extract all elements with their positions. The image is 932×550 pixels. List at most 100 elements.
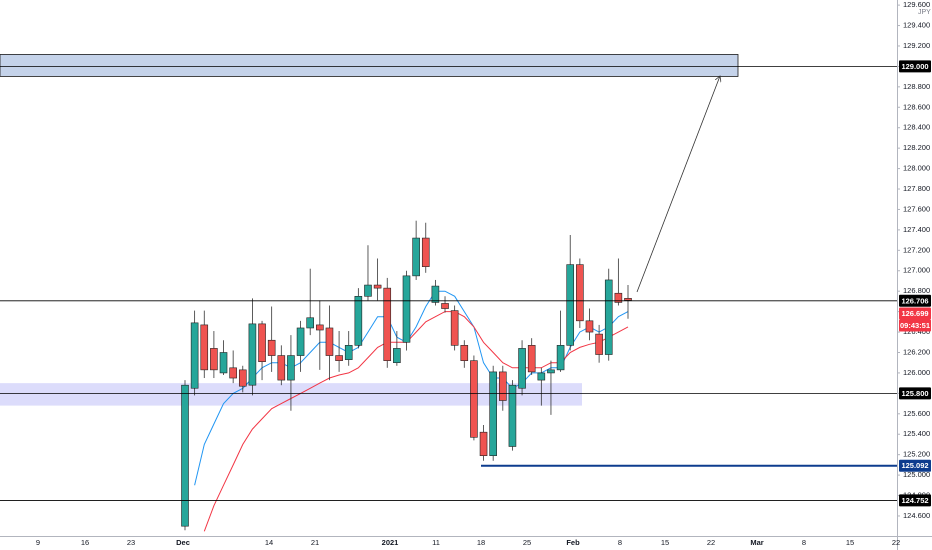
y-tick-label: 126.800 (903, 286, 930, 295)
candle-body (527, 345, 536, 373)
price-label-box (899, 294, 931, 307)
x-tick-label: 8 (802, 538, 806, 547)
x-tick-label: 22 (892, 538, 900, 547)
x-tick-label: 22 (707, 538, 715, 547)
price-label: 125.800 (901, 389, 928, 398)
arrow (636, 76, 720, 293)
candle-body (499, 371, 507, 401)
candle-body (335, 355, 343, 361)
candle-body (181, 384, 189, 527)
candle-body (383, 287, 392, 361)
x-tick-label: 15 (846, 538, 854, 547)
x-tick-label: 21 (311, 538, 319, 547)
y-tick-label: 127.800 (903, 184, 930, 193)
candle-body (431, 285, 440, 303)
candle-body (306, 317, 314, 329)
candle-body (624, 298, 632, 301)
candle-body (248, 323, 257, 386)
candle-body (344, 345, 353, 360)
candle-body (238, 369, 247, 387)
x-tick-label: Dec (176, 538, 190, 547)
currency: JPY (918, 9, 931, 16)
y-tick-label: 128.400 (903, 123, 930, 132)
candle-body (556, 345, 565, 371)
candle-body (393, 348, 401, 364)
x-tick-label: 9 (36, 538, 40, 547)
y-tick-label: 127.400 (903, 225, 930, 234)
x-tick-label: 25 (523, 538, 531, 547)
x-tick-label: 14 (265, 538, 273, 547)
x-tick-label: 23 (127, 538, 135, 547)
x-tick-label: Mar (750, 538, 763, 547)
candle-body (210, 348, 218, 371)
y-tick-label: 129.400 (903, 21, 930, 30)
y-tick-label: 128.800 (903, 82, 930, 91)
candle-body (296, 327, 305, 356)
price-label: 124.752 (901, 496, 928, 505)
candle-body (325, 327, 334, 356)
price-label-box (899, 60, 931, 73)
candle-body (316, 324, 324, 331)
price-label-box (899, 494, 931, 507)
y-tick-label: 127.000 (903, 266, 930, 275)
candle-body (614, 292, 623, 303)
y-tick-label: 126.200 (903, 347, 930, 356)
y-tick-label: 126.400 (903, 327, 930, 336)
price-label-box (899, 387, 931, 400)
price-label: 126.699 (901, 309, 928, 318)
candle-body (200, 324, 209, 371)
candle-body (518, 348, 526, 389)
candle-body (595, 333, 603, 355)
x-tick-label: 11 (432, 538, 440, 547)
moving-average (203, 311, 629, 532)
price-label-box (899, 319, 931, 332)
candle-body (479, 431, 488, 456)
candle-body (460, 345, 469, 361)
candle-body (537, 372, 546, 381)
y-tick-label: 129.600 (903, 0, 930, 9)
candle-body (258, 323, 266, 362)
price-label: 125.092 (901, 461, 928, 470)
candle-body (585, 320, 594, 333)
candle-body (354, 295, 363, 346)
candle-body (450, 310, 459, 346)
zone (0, 54, 739, 77)
y-tick-label: 125.200 (903, 450, 930, 459)
candle-body (219, 352, 228, 374)
price-label: 129.000 (901, 62, 928, 71)
y-tick-label: 125.400 (903, 429, 930, 438)
y-tick-label: 128.600 (903, 102, 930, 111)
y-tick-label: 124.600 (903, 511, 930, 520)
candle-body (508, 384, 517, 447)
price-label-box (899, 459, 931, 472)
candle-body (190, 322, 199, 389)
y-tick-label: 125.600 (903, 409, 930, 418)
candle-body (547, 369, 555, 374)
price-label: 09:43:51 (900, 321, 930, 330)
candle-body (421, 237, 430, 267)
y-tick-label: 128.000 (903, 164, 930, 173)
y-tick-label: 128.200 (903, 143, 930, 152)
x-tick-label: 2021 (382, 538, 399, 547)
y-tick-label: 125.000 (903, 470, 930, 479)
y-tick-label: 126.000 (903, 368, 930, 377)
candle-body (604, 279, 613, 355)
candle-body (489, 371, 497, 456)
candle-body (441, 303, 449, 309)
x-tick-label: 8 (618, 538, 622, 547)
price-label-box (899, 307, 931, 320)
candle-body (402, 275, 411, 343)
candle-body (277, 355, 286, 381)
candle-body (364, 284, 372, 297)
moving-average (194, 290, 629, 486)
y-tick-label: 127.600 (903, 204, 930, 213)
x-tick-label: Feb (566, 538, 580, 547)
candle-body (566, 264, 575, 346)
x-tick-label: 18 (477, 538, 485, 547)
y-tick-label: 129.200 (903, 41, 930, 50)
x-tick-label: 15 (661, 538, 669, 547)
x-tick-label: 16 (81, 538, 89, 547)
candle-body (576, 264, 584, 322)
candle-body (470, 360, 478, 438)
candle-body (373, 284, 382, 289)
